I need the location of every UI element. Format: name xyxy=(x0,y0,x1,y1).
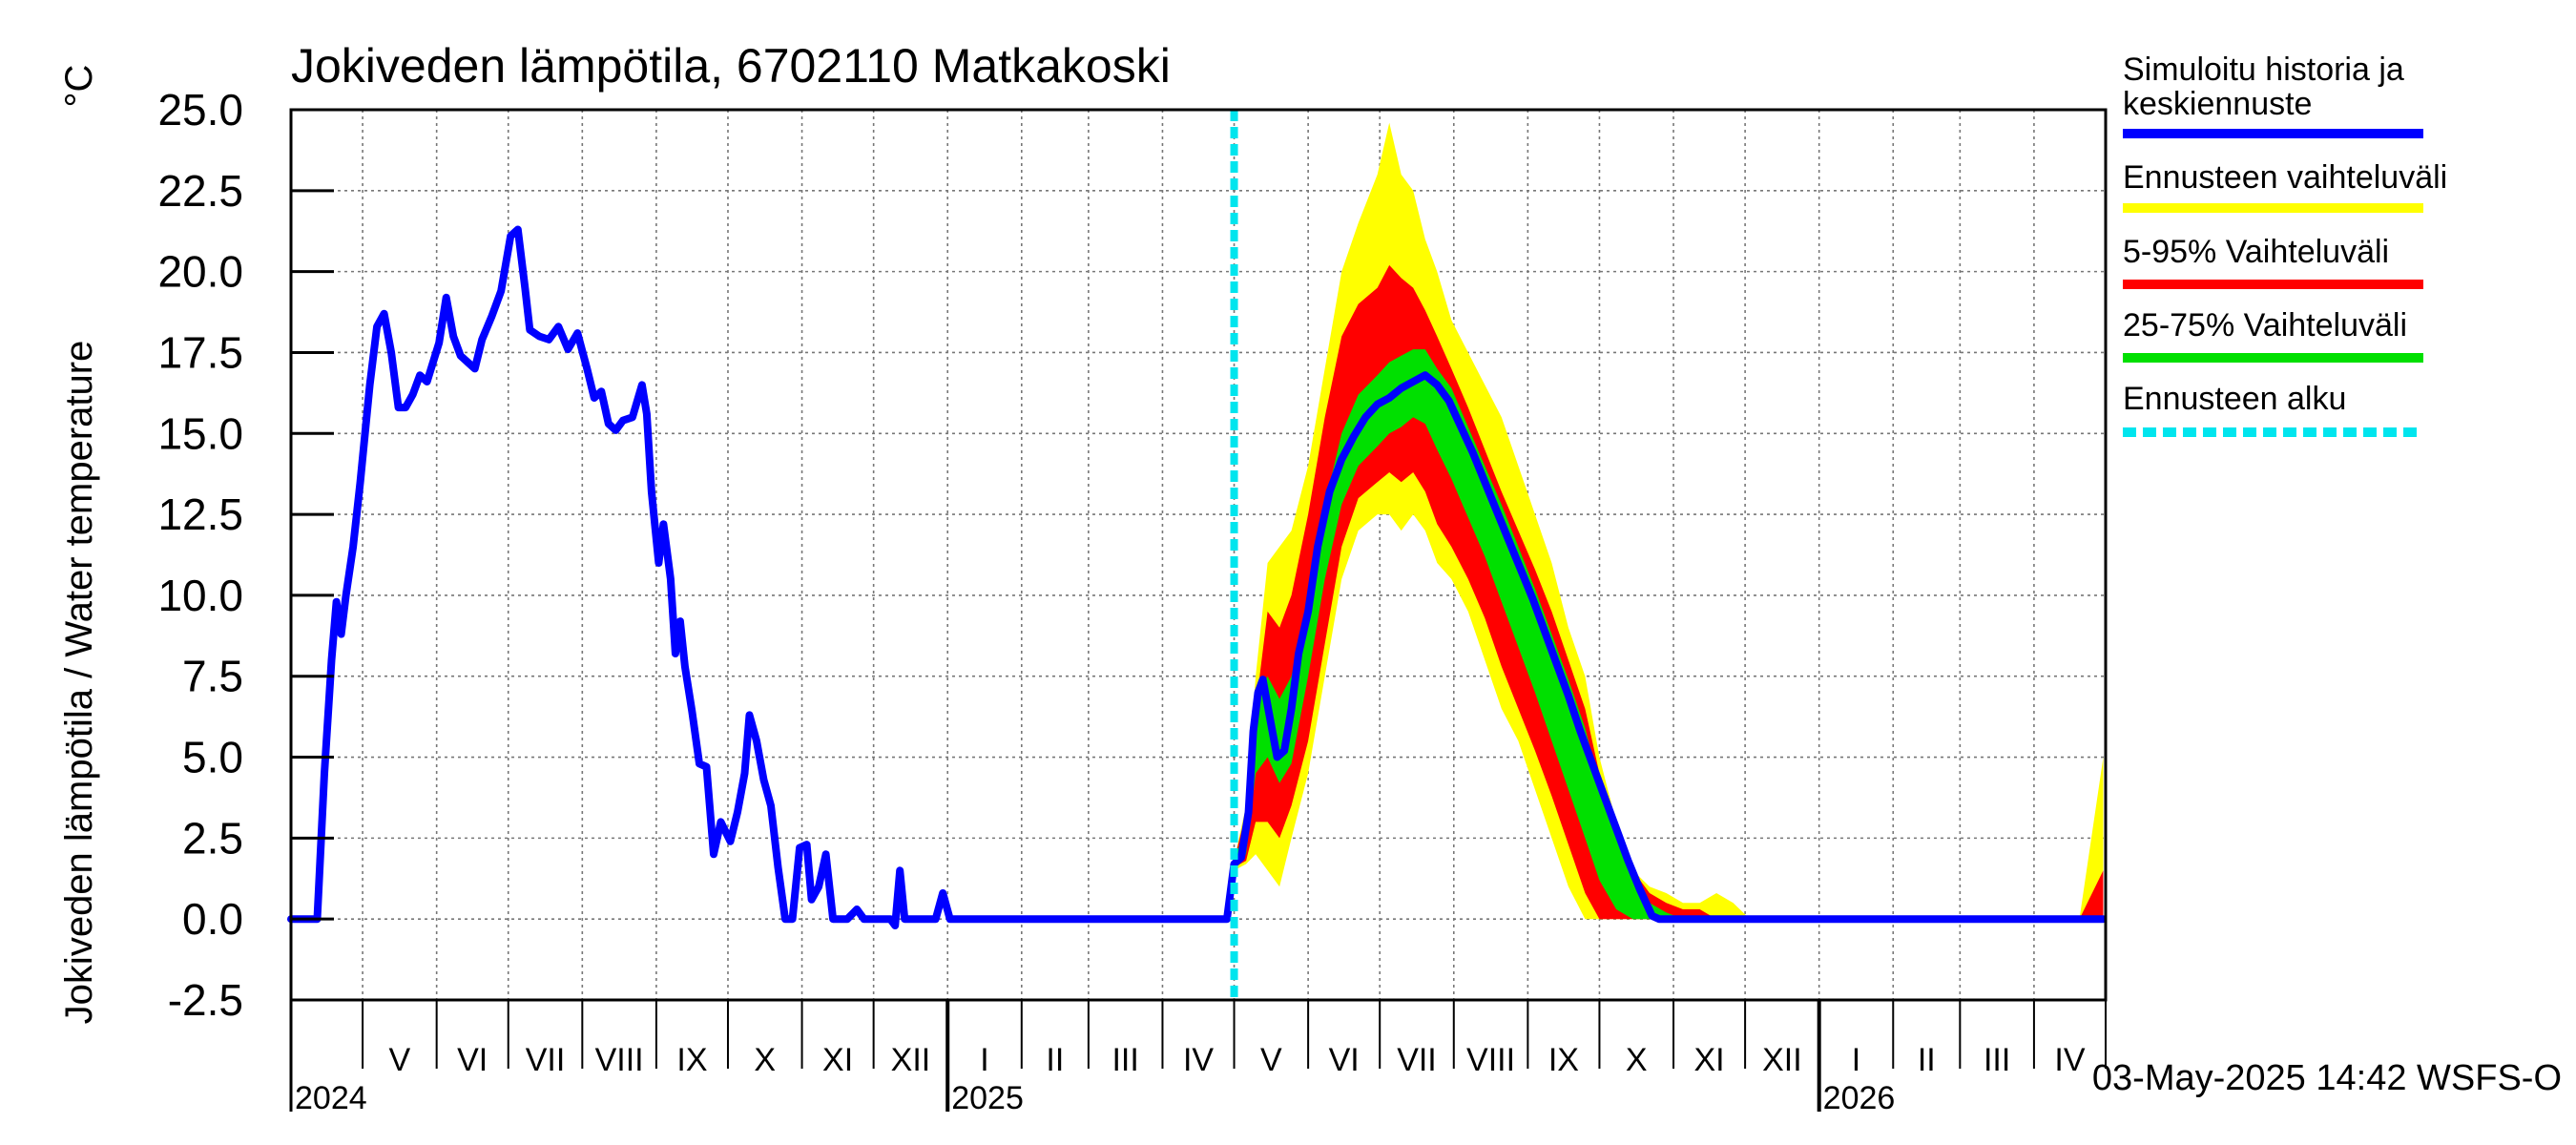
grid xyxy=(291,109,2106,1001)
chart-title: Jokiveden lämpötila, 6702110 Matkakoski xyxy=(291,39,1171,93)
month-label: II xyxy=(1918,1042,1936,1078)
legend-entry: 5-95% Vaihteluväli xyxy=(2123,234,2423,289)
legend: Simuloitu historia ja keskiennuste Ennuste… xyxy=(2123,52,2447,437)
month-label: V xyxy=(1260,1042,1282,1078)
y-tick-label: 7.5 xyxy=(182,652,243,701)
month-label: VII xyxy=(526,1042,566,1078)
month-label: II xyxy=(1046,1042,1064,1078)
x-axis-months: V VI VII VIII IX X XI XII I II III IV V VI VII VIII IX X X… xyxy=(295,1000,2107,1116)
legend-entry: 25-75% Vaihteluväli xyxy=(2123,307,2423,363)
month-label: IV xyxy=(1183,1042,1214,1078)
y-axis-label: Jokiveden lämpötila / Water temperature xyxy=(58,341,100,1025)
y-tick-label: 0.0 xyxy=(182,894,243,944)
legend-label: 25-75% Vaihteluväli xyxy=(2123,307,2407,344)
month-label: IV xyxy=(2054,1042,2085,1078)
month-label: V xyxy=(389,1042,411,1078)
month-label: X xyxy=(1626,1042,1648,1078)
month-label: IX xyxy=(1548,1042,1579,1078)
series-line-mean xyxy=(287,225,2108,929)
month-label: XII xyxy=(891,1042,931,1078)
band-5-95-vaihteluv-li xyxy=(1234,264,2104,920)
month-label: VIII xyxy=(1466,1042,1515,1078)
month-label: XI xyxy=(1694,1042,1725,1078)
legend-label: 5-95% Vaihteluväli xyxy=(2123,234,2389,270)
month-label: I xyxy=(1852,1042,1860,1078)
y-tick-label: 5.0 xyxy=(182,733,243,782)
legend-entry: Simuloitu historia ja keskiennuste xyxy=(2123,52,2423,138)
band-ennusteen-vaihteluv-li xyxy=(1234,122,2104,920)
year-label: 2024 xyxy=(295,1080,367,1116)
year-label: 2025 xyxy=(951,1080,1024,1116)
y-tick-label: -2.5 xyxy=(168,975,243,1025)
month-label: VI xyxy=(1329,1042,1360,1078)
series-lines xyxy=(287,225,2108,929)
y-tick-label: 17.5 xyxy=(157,327,243,377)
y-tick-label: 15.0 xyxy=(157,408,243,458)
y-tick-label: 12.5 xyxy=(157,489,243,539)
month-label: VIII xyxy=(595,1042,644,1078)
month-label: XII xyxy=(1762,1042,1802,1078)
y-ticks: 25.0 22.5 20.0 17.5 15.0 12.5 10.0 7.5 5.0 2.5 0.0… xyxy=(157,85,334,1025)
plot-frame xyxy=(289,108,2108,1002)
month-label: X xyxy=(754,1042,776,1078)
y-tick-label: 22.5 xyxy=(157,166,243,216)
y-tick-label: 25.0 xyxy=(157,85,243,135)
footer-timestamp: 03-May-2025 14:42 WSFS-O xyxy=(2092,1058,2562,1098)
legend-label: Ennusteen vaihteluväli xyxy=(2123,159,2447,196)
legend-entry: Ennusteen vaihteluväli xyxy=(2123,159,2447,213)
month-label: III xyxy=(1111,1042,1138,1078)
month-label: I xyxy=(980,1042,988,1078)
month-label: III xyxy=(1984,1042,2010,1078)
y-tick-label: 10.0 xyxy=(157,571,243,620)
legend-entry: Ennusteen alku xyxy=(2123,381,2423,437)
y-tick-label: 2.5 xyxy=(182,813,243,863)
band-25-75-vaihteluv-li xyxy=(1234,349,2104,920)
month-label: VI xyxy=(457,1042,488,1078)
year-label: 2026 xyxy=(1823,1080,1896,1116)
forecast-bands xyxy=(1234,122,2104,920)
y-tick-label: 20.0 xyxy=(157,247,243,297)
month-label: VII xyxy=(1397,1042,1437,1078)
legend-label: Ennusteen alku xyxy=(2123,381,2346,417)
axes xyxy=(289,108,2108,1112)
month-label: IX xyxy=(676,1042,707,1078)
month-label: XI xyxy=(822,1042,853,1078)
y-axis-unit: °C xyxy=(58,65,100,108)
legend-label: Simuloitu historia ja keskiennuste xyxy=(2123,52,2404,122)
